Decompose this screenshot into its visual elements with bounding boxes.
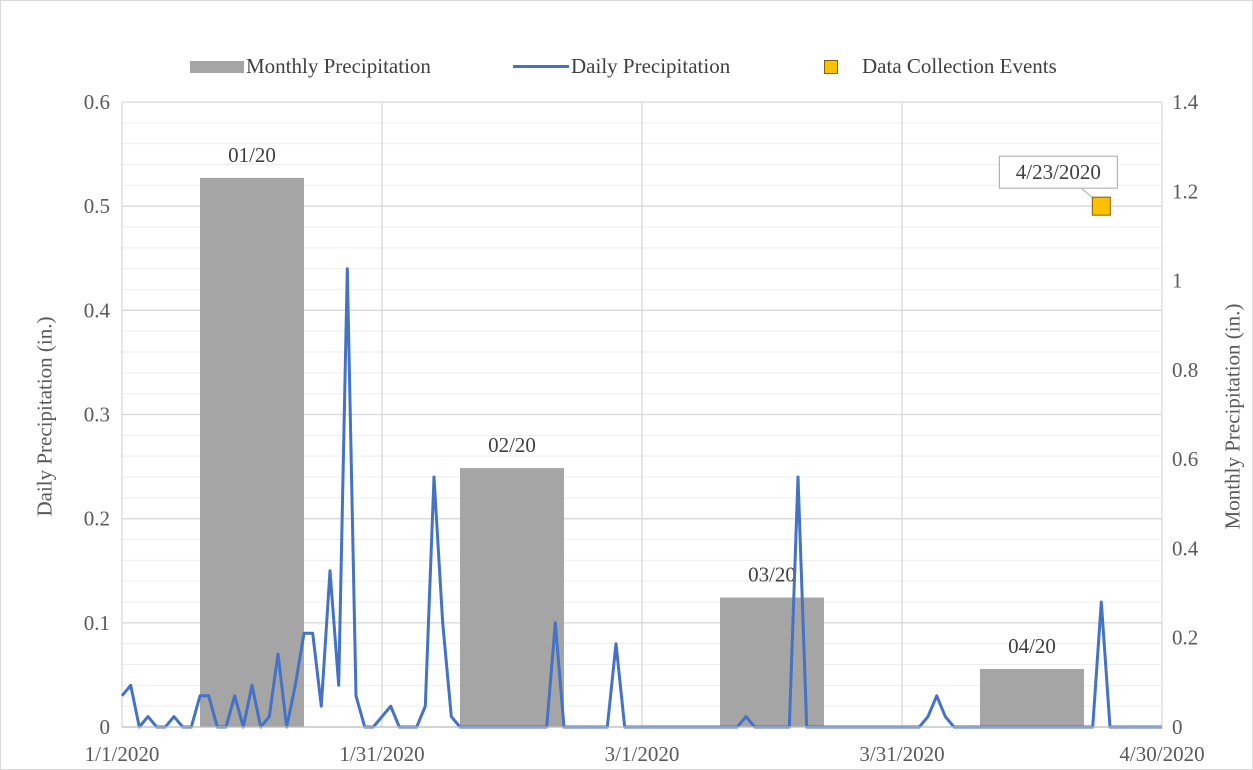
bar-02-20: [460, 468, 564, 727]
x-tick-label: 3/31/2020: [859, 742, 944, 766]
x-tick-label: 1/1/2020: [85, 742, 160, 766]
left-tick-label: 0.6: [84, 90, 110, 114]
left-tick-label: 0.1: [84, 611, 110, 635]
legend-swatch-daily: [513, 65, 569, 68]
right-tick-label: 1: [1172, 269, 1183, 293]
left-tick-label: 0.5: [84, 194, 110, 218]
legend-swatch-events: [824, 59, 838, 74]
bar-04-20: [980, 668, 1084, 727]
legend-item-daily: Daily Precipitation: [513, 54, 730, 79]
legend-item-events: Data Collection Events: [824, 54, 1057, 79]
x-tick-label: 4/30/2020: [1119, 742, 1204, 766]
right-tick-label: 1.2: [1172, 179, 1198, 203]
legend-label-daily: Daily Precipitation: [571, 54, 731, 78]
right-tick-label: 0.4: [1172, 536, 1199, 560]
event-marker: [1091, 196, 1111, 216]
right-axis-title: Monthly Precipitation (in.): [1220, 303, 1245, 530]
x-tick-label: 3/1/2020: [605, 742, 680, 766]
bar-01-20: [200, 177, 304, 728]
legend: Monthly Precipitation Daily Precipitatio…: [0, 54, 1253, 80]
right-tick-label: 1.4: [1172, 90, 1199, 114]
bar-label-03-20: 03/20: [748, 563, 796, 587]
right-tick-label: 0.6: [1172, 447, 1198, 471]
event-label: 4/23/2020: [1016, 160, 1101, 184]
legend-swatch-monthly: [190, 60, 244, 73]
bar-label-01-20: 01/20: [228, 143, 276, 167]
left-axis-title: Daily Precipitation (in.): [32, 316, 57, 517]
left-tick-label: 0.3: [84, 403, 110, 427]
legend-label-monthly: Monthly Precipitation: [246, 54, 431, 78]
bar-03-20: [720, 597, 824, 727]
legend-label-events: Data Collection Events: [862, 54, 1057, 78]
legend-item-monthly: Monthly Precipitation: [190, 54, 431, 79]
x-tick-label: 1/31/2020: [339, 742, 424, 766]
left-tick-label: 0.4: [84, 298, 111, 322]
bar-label-02-20: 02/20: [488, 433, 536, 457]
right-tick-label: 0: [1172, 715, 1183, 739]
right-tick-label: 0.2: [1172, 626, 1198, 650]
left-tick-label: 0.2: [84, 507, 110, 531]
event-label-box: [998, 155, 1118, 189]
bar-label-04-20: 04/20: [1008, 634, 1056, 658]
right-tick-label: 0.8: [1172, 358, 1198, 382]
left-tick-label: 0: [100, 715, 111, 739]
